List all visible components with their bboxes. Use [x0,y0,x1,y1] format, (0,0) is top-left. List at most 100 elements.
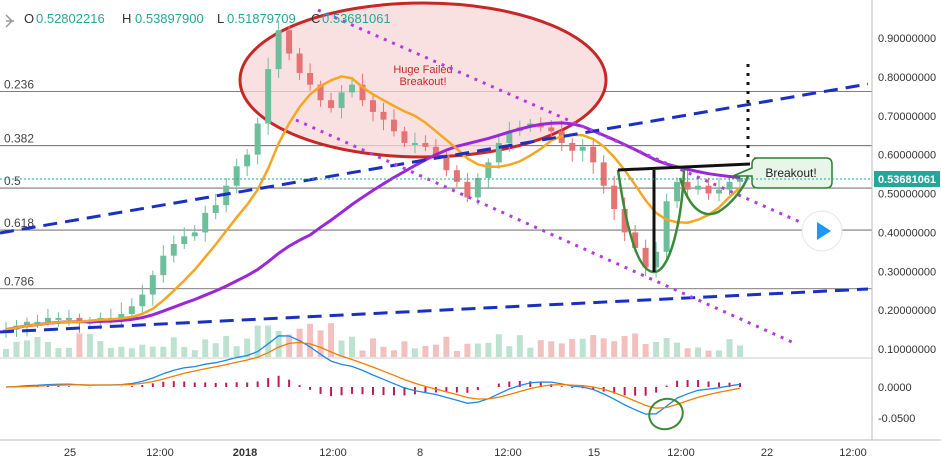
volume-bar [233,346,240,357]
candle-body [401,131,408,143]
candle-body [254,123,261,155]
x-tick-label: 8 [417,447,423,459]
candle-body [34,321,41,324]
candle-body [495,142,502,163]
y-tick-label: 0.50000000 [878,189,936,201]
y-tick-label: 0.20000000 [878,305,936,317]
candle-body [202,212,209,233]
candle-body [632,232,639,248]
volume-bar [244,338,251,357]
x-tick-label: 12:00 [319,447,347,459]
y-tick-label: 0.30000000 [878,266,936,278]
candle-body [349,84,356,93]
volume-bar [516,335,523,357]
volume-bar [349,336,356,357]
y-axis-ticks: 0.90000000 0.80000000 0.70000000 0.60000000… [878,33,936,356]
cup-shape-right [678,175,750,216]
x-tick-label: 12:00 [146,447,174,459]
y-tick-label: 0.60000000 [878,150,936,162]
candle-body [474,177,481,198]
collapse-arrows-icon[interactable] [5,14,14,28]
volume-bar [286,334,293,357]
volume-bar [632,333,639,357]
volume-bar [86,333,93,357]
volume-bar [684,348,691,357]
candle-body [674,181,681,202]
fib-label: 0.618 [4,216,34,230]
volume-bar [139,344,146,357]
volume-bar [160,346,167,357]
volume-bar [170,337,177,357]
candle-body [464,181,471,198]
candle-body [726,181,733,190]
x-tick-label: 25 [64,447,76,459]
candle-body [432,146,439,155]
candle-body [569,142,576,151]
macd-line [5,335,741,415]
volume-bar [432,344,439,357]
volume-bar [97,341,104,357]
ohlc-close-value: 0.53681061 [322,11,391,26]
candle-body [695,185,702,190]
candle-body [621,209,628,233]
candle-body [422,142,429,147]
volume-bar [537,340,544,357]
candle-body [55,317,62,320]
candle-body [579,146,586,151]
candle-body [181,236,188,245]
candle-body [506,131,513,143]
y-tick-label: 0.80000000 [878,72,936,84]
volume-bar [265,325,272,357]
candle-body [737,177,743,182]
ma-long-line [5,121,741,332]
candle-body [411,142,418,145]
lower-trendline [0,287,869,334]
candle-body [642,247,649,268]
volume-bar [485,342,492,357]
ohlc-low-value: 0.51879709 [227,11,296,26]
volume-bar [674,342,681,357]
candle-body [296,53,303,73]
ohlc-header: O 0.52802216 H 0.53897900 L 0.51879709 C… [5,11,391,28]
candlesticks [3,20,743,338]
candle-body [453,170,460,182]
volume-bar [600,338,607,357]
volume-bar [181,346,188,357]
candle-body [380,111,387,120]
volume-bar [380,346,387,357]
candle-body [244,154,251,167]
volume-bar [202,339,209,357]
macd-cross-circle [648,397,684,431]
volume-bar [118,346,125,357]
ohlc-high-label: H [122,11,131,26]
candle-body [212,205,219,213]
fib-label: 0.5 [4,174,21,188]
candle-body [286,30,293,54]
volume-bar [579,338,586,357]
candle-body [611,185,618,210]
volume-bar [590,335,597,357]
x-tick-label: 2018 [233,447,257,459]
fib-label: 0.786 [4,275,34,289]
volume-bar [716,350,723,357]
candle-body [716,189,723,194]
volume-bar [453,350,460,357]
volume-bar [370,338,376,357]
volume-bar [527,347,534,357]
candle-body [65,317,72,320]
candle-body [443,154,450,171]
volume-bar [13,341,20,357]
volume-bar [76,333,83,357]
fib-label: 0.382 [4,132,34,146]
volume-bar [23,340,30,357]
volume-bar [464,343,471,357]
y-tick-label: 0.40000000 [878,227,936,239]
macd-tick-label: -0.0500 [878,413,915,425]
volume-bar [705,350,712,357]
ohlc-low-label: L [217,11,224,26]
volume-bar [663,338,670,357]
candle-body [663,201,670,252]
play-icon[interactable] [817,222,831,240]
fib-label: 0.236 [4,78,34,92]
